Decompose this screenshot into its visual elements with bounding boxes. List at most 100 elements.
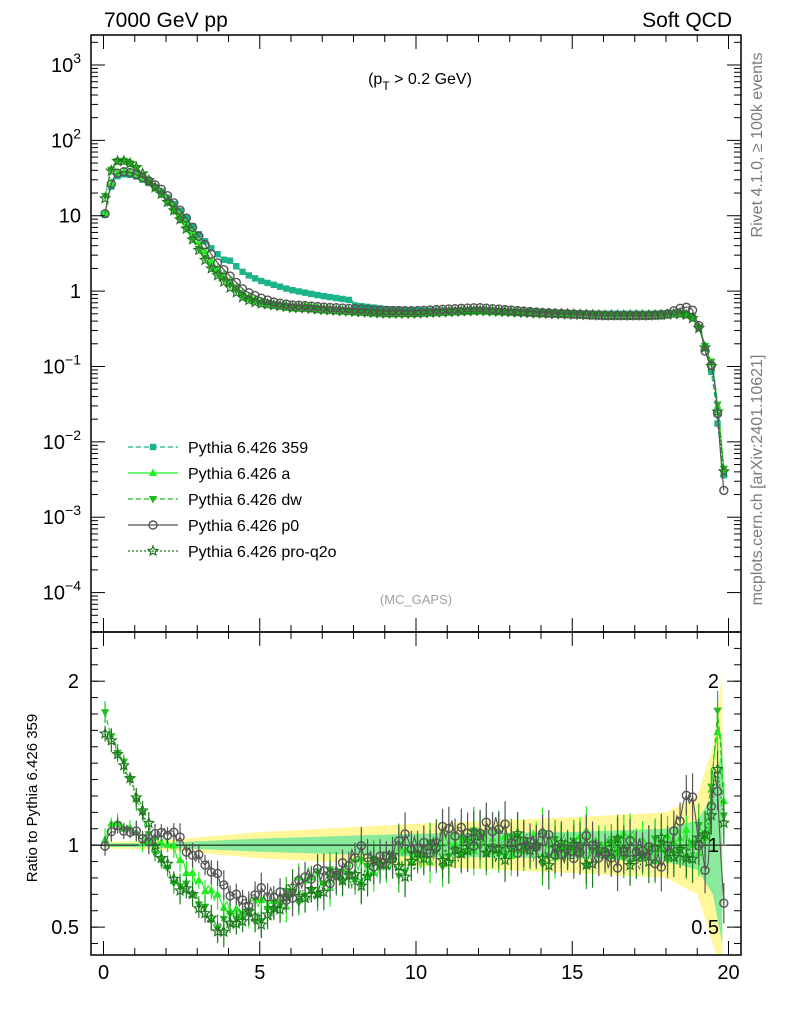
point-p0: [675, 303, 685, 314]
point-s359: [239, 268, 246, 276]
header-right-label: Soft QCD: [642, 9, 732, 32]
point-p0: [712, 408, 723, 419]
point-p0: [181, 213, 192, 223]
point-p0: [631, 310, 642, 321]
series-line-a: [104, 170, 725, 470]
ratio-point-p0: [487, 826, 498, 837]
ratio-point-p0: [575, 847, 585, 858]
ratio-point-p0: [425, 848, 435, 858]
ratio-point-p0: [431, 843, 442, 853]
point-proq2o: [217, 275, 231, 288]
point-p0: [125, 167, 135, 178]
ratio-point-p0: [225, 891, 235, 901]
point-s359: [264, 279, 271, 287]
ratio-y-tick-label: 0.5: [51, 917, 79, 939]
point-s359: [314, 291, 321, 299]
ratio-point-p0: [656, 862, 667, 872]
ratio-point-p0: [687, 792, 698, 802]
ratio-point-p0: [600, 847, 610, 857]
point-p0: [344, 303, 354, 314]
point-s359: [214, 251, 221, 258]
point-p0: [106, 179, 117, 189]
ratio-point-p0: [662, 841, 673, 851]
point-s359: [301, 289, 309, 296]
ratio-point-proq2o: [223, 916, 237, 929]
point-p0: [625, 310, 635, 321]
point-p0: [269, 297, 279, 307]
point-p0: [275, 298, 285, 308]
point-p0: [581, 309, 592, 320]
point-p0: [450, 303, 460, 314]
ratio-point-p0: [400, 829, 410, 839]
ratio-point-a: [169, 841, 179, 849]
header-left-label: 7000 GeV pp: [104, 9, 228, 32]
point-s359: [339, 295, 346, 303]
point-p0: [587, 310, 598, 320]
ratio-point-proq2o: [192, 901, 206, 914]
x-tick-label: 20: [717, 962, 739, 984]
ratio-point-proq2o: [667, 850, 681, 863]
x-tick-label: 0: [98, 962, 109, 984]
ratio-point-proq2o: [680, 851, 693, 864]
point-p0: [519, 306, 529, 316]
point-p0: [600, 310, 610, 321]
y-tick-label: 10−1: [43, 351, 81, 378]
ratio-point-p0: [544, 829, 554, 840]
ratio-point-proq2o: [248, 910, 262, 923]
point-s359: [276, 283, 284, 290]
legend-label-s359: Pythia 6.426 359: [188, 440, 308, 457]
rivet-version-label: Rivet 4.1.0, ≥ 100k events: [749, 53, 766, 238]
x-axis-ticks: 0 5 10 15 20: [98, 35, 740, 984]
analysis-label: (MC_GAPS): [380, 592, 452, 607]
ratio-point-p0: [475, 828, 485, 838]
ratio-point-p0: [519, 836, 529, 846]
point-p0: [619, 310, 629, 321]
ratio-point-p0: [525, 837, 535, 847]
point-p0: [531, 307, 542, 317]
ratio-point-p0: [362, 853, 373, 863]
ratio-point-proq2o: [717, 816, 731, 829]
ratio-point-proq2o: [498, 853, 512, 866]
y-tick-label: 1: [70, 281, 81, 303]
ratio-point-p0: [612, 863, 623, 873]
y-tick-label: 102: [51, 125, 81, 152]
ratio-point-proq2o: [111, 747, 124, 760]
ratio-point-p0: [681, 790, 692, 801]
ratio-y-axis-label: Ratio to Pythia 6.426 359: [24, 714, 41, 882]
mcplots-reference-label: mcplots.cern.ch [arXiv:2401.10621]: [749, 355, 766, 606]
ratio-point-p0: [387, 854, 398, 864]
ratio-point-p0: [406, 844, 417, 854]
ratio-point-proq2o: [236, 914, 249, 927]
ratio-point-a: [175, 855, 185, 864]
point-s359: [320, 292, 328, 300]
point-p0: [669, 306, 679, 316]
point-p0: [700, 346, 710, 356]
point-proq2o: [173, 212, 187, 225]
ratio-point-proq2o: [155, 851, 168, 864]
point-p0: [556, 308, 567, 319]
point-s359: [333, 294, 340, 302]
point-p0: [175, 205, 185, 215]
pt-cut-label: (pT > 0.2 GeV): [368, 71, 472, 93]
x-tick-label: 5: [254, 962, 265, 984]
point-p0: [100, 208, 110, 219]
point-p0: [694, 320, 704, 331]
ratio-point-proq2o: [492, 842, 506, 855]
point-p0: [362, 304, 373, 315]
ratio-point-p0: [394, 836, 404, 846]
point-p0: [200, 239, 210, 250]
ratio-y-tick-label: 2: [68, 671, 79, 693]
ratio-point-p0: [237, 895, 248, 905]
point-p0: [300, 300, 310, 311]
point-p0: [169, 198, 179, 208]
point-proq2o: [673, 307, 687, 320]
point-proq2o: [186, 232, 199, 245]
ratio-point-p0: [344, 860, 354, 871]
ratio-point-proq2o: [98, 726, 112, 740]
ratio-point-p0: [419, 837, 429, 848]
point-proq2o: [205, 261, 218, 274]
ratio-point-proq2o: [673, 842, 687, 855]
point-p0: [375, 305, 385, 316]
legend: Pythia 6.426 359 Pythia 6.426 a Pythia 6.4…: [128, 440, 337, 561]
